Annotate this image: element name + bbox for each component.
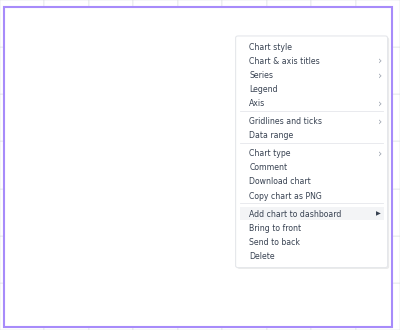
Text: Series: Series	[249, 71, 273, 80]
Text: ›: ›	[378, 148, 382, 159]
Text: Send to back: Send to back	[249, 238, 300, 247]
Text: ›: ›	[378, 70, 382, 81]
Text: Data range: Data range	[249, 131, 294, 140]
Text: Axis: Axis	[249, 99, 266, 108]
Text: ›: ›	[378, 99, 382, 109]
Text: Comment: Comment	[249, 163, 287, 172]
Text: Chart type: Chart type	[249, 149, 291, 158]
Text: Bring to front: Bring to front	[249, 224, 301, 233]
Legend: Founder, Marketing, Engineer, Design, Analyst, Other: Founder, Marketing, Engineer, Design, An…	[52, 22, 372, 37]
Text: ›: ›	[378, 56, 382, 66]
Text: Add chart to dashboard: Add chart to dashboard	[249, 210, 342, 218]
Text: Download chart: Download chart	[249, 178, 311, 186]
Text: Delete: Delete	[249, 252, 275, 261]
Text: Chart style: Chart style	[249, 43, 292, 51]
Text: Copy chart as PNG: Copy chart as PNG	[249, 192, 322, 201]
Text: Legend: Legend	[249, 85, 278, 94]
Text: Gridlines and ticks: Gridlines and ticks	[249, 117, 322, 126]
Text: ›: ›	[378, 116, 382, 127]
Text: Leads per persona: Leads per persona	[48, 11, 187, 23]
Text: Chart & axis titles: Chart & axis titles	[249, 57, 320, 66]
Text: ▶: ▶	[376, 212, 381, 216]
